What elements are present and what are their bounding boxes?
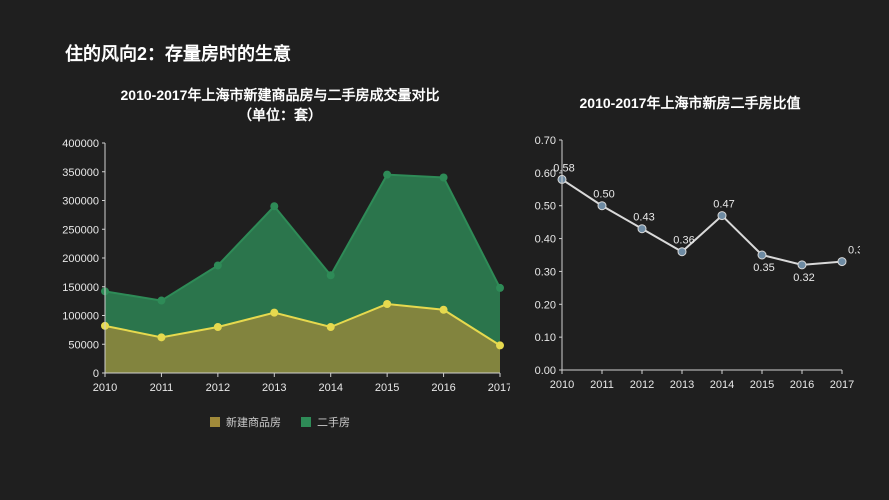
right-chart-svg: 0.000.100.200.300.400.500.600.7020102011… (520, 130, 860, 400)
svg-text:0.50: 0.50 (535, 200, 556, 212)
svg-text:250000: 250000 (62, 224, 99, 236)
svg-text:2016: 2016 (790, 379, 814, 391)
legend-swatch-secondhand (301, 417, 311, 427)
svg-text:0: 0 (93, 368, 99, 380)
svg-text:0.20: 0.20 (535, 299, 556, 311)
left-chart-title-l1: 2010-2017年上海市新建商品房与二手房成交量对比 (121, 87, 440, 103)
svg-text:300000: 300000 (62, 196, 99, 208)
svg-text:2011: 2011 (590, 379, 614, 391)
svg-text:0.47: 0.47 (713, 198, 734, 210)
legend-swatch-new (210, 417, 220, 427)
svg-text:2015: 2015 (375, 382, 399, 394)
slide: 住的风向2：存量房时的生意 2010-2017年上海市新建商品房与二手房成交量对… (0, 0, 889, 500)
right-chart-title: 2010-2017年上海市新房二手房比值 (520, 94, 860, 114)
svg-text:400000: 400000 (62, 138, 99, 150)
svg-text:200000: 200000 (62, 253, 99, 265)
legend-item-new: 新建商品房 (210, 414, 281, 430)
svg-text:2017: 2017 (830, 379, 854, 391)
charts-row: 2010-2017年上海市新建商品房与二手房成交量对比 （单位：套） 0 5000… (50, 86, 839, 430)
right-chart-wrap: 2010-2017年上海市新房二手房比值 0.00 0.10 0.20 0.30 0.4… (520, 86, 860, 430)
svg-text:2013: 2013 (670, 379, 694, 391)
svg-text:0.40: 0.40 (535, 233, 556, 245)
svg-text:2010: 2010 (93, 382, 117, 394)
svg-text:2013: 2013 (262, 382, 286, 394)
legend-label-secondhand: 二手房 (317, 414, 350, 430)
svg-text:0.30: 0.30 (535, 266, 556, 278)
svg-text:0.10: 0.10 (535, 332, 556, 344)
svg-text:0.00: 0.00 (535, 365, 556, 377)
svg-text:2010: 2010 (550, 379, 574, 391)
svg-text:2012: 2012 (206, 382, 230, 394)
svg-text:2012: 2012 (630, 379, 654, 391)
left-chart-wrap: 2010-2017年上海市新建商品房与二手房成交量对比 （单位：套） 0 5000… (50, 86, 510, 430)
svg-text:0.35: 0.35 (753, 262, 774, 274)
left-chart-title-l2: （单位：套） (238, 107, 322, 123)
svg-text:350000: 350000 (62, 167, 99, 179)
svg-text:100000: 100000 (62, 311, 99, 323)
left-legend: 新建商品房 二手房 (50, 414, 510, 430)
svg-text:2014: 2014 (710, 379, 734, 391)
svg-text:0.58: 0.58 (553, 162, 574, 174)
svg-text:2015: 2015 (750, 379, 774, 391)
svg-text:0.50: 0.50 (593, 188, 614, 200)
svg-text:150000: 150000 (62, 282, 99, 294)
svg-text:0.70: 0.70 (535, 135, 556, 147)
left-chart-title: 2010-2017年上海市新建商品房与二手房成交量对比 （单位：套） (50, 86, 510, 125)
left-chart-svg: 0 50000 100000 150000 200000 250000 300000 3500… (50, 133, 510, 403)
legend-item-secondhand: 二手房 (301, 414, 350, 430)
svg-text:2017: 2017 (488, 382, 510, 394)
svg-text:0.32: 0.32 (793, 271, 814, 283)
svg-text:0.36: 0.36 (673, 234, 694, 246)
svg-text:0.43: 0.43 (633, 211, 654, 223)
svg-text:50000: 50000 (68, 339, 99, 351)
svg-text:2011: 2011 (150, 382, 174, 394)
page-title: 住的风向2：存量房时的生意 (65, 40, 839, 66)
svg-text:0.33: 0.33 (848, 244, 860, 256)
legend-label-new: 新建商品房 (226, 414, 281, 430)
svg-text:2014: 2014 (318, 382, 342, 394)
svg-text:2016: 2016 (431, 382, 455, 394)
